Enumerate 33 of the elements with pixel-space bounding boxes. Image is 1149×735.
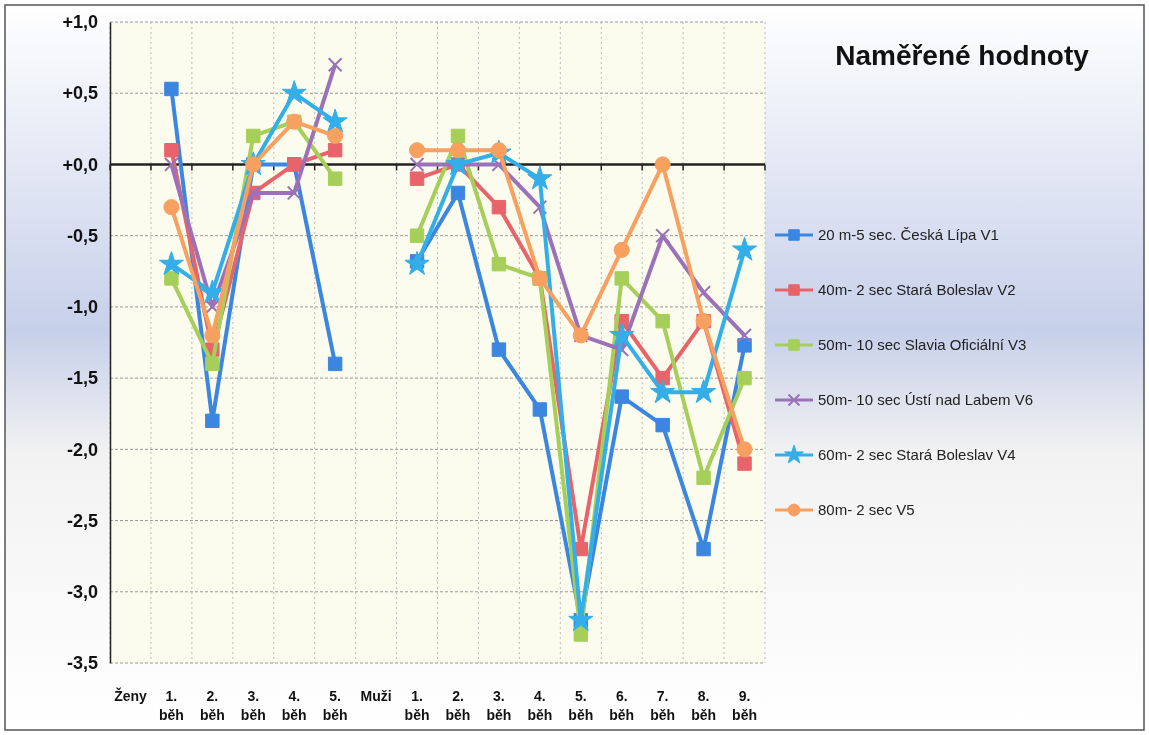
x-tick-label: 3. běh [240,688,266,723]
x-tick-label: 4. běh [281,688,307,723]
x-tick-label: 5. běh [568,688,594,723]
y-tick-label: +0,0 [62,154,98,175]
legend-label: 80m- 2 sec V5 [818,501,915,518]
y-tick-label: -3,0 [66,582,98,603]
x-tick-label: 2. běh [445,688,471,723]
text: Naměřené hodnoty [835,40,1090,71]
x-tick-label: 4. běh [527,688,553,723]
x-tick-label: 3. běh [486,688,512,723]
legend-label: 50m- 10 sec Ústí nad Labem V6 [818,391,1034,408]
y-tick-label: -1,0 [66,297,98,318]
x-tick-label: 2. běh [199,688,225,723]
legend-label: 60m- 2 sec Stará Boleslav V4 [818,446,1016,463]
x-tick-label: 7. běh [650,688,676,723]
y-tick-label: -0,5 [66,225,98,246]
legend-label: 20 m-5 sec. Česká Lípa V1 [818,226,999,243]
x-tick-label: 5. běh [322,688,348,723]
y-tick-label: -1,5 [66,368,98,389]
legend-label: 50m- 10 sec Slavia Oficiální V3 [818,336,1027,353]
y-tick-label: +1,0 [62,12,98,33]
x-tick-label: 8. běh [691,688,717,723]
x-tick-label: 6. běh [609,688,635,723]
y-tick-label: -3,5 [66,653,98,674]
y-tick-label: +0,5 [62,83,98,104]
x-tick-label: 1. běh [404,688,430,723]
legend-label: 40m- 2 sec Stará Boleslav V2 [818,281,1016,298]
y-tick-label: -2,5 [66,510,98,531]
y-tick-label: -2,0 [66,439,98,460]
x-tick-label: Ženy [114,687,148,704]
x-tick-label: 1. běh [158,688,184,723]
x-tick-label: 9. běh [732,688,757,723]
x-tick-label: Muži [360,688,392,704]
